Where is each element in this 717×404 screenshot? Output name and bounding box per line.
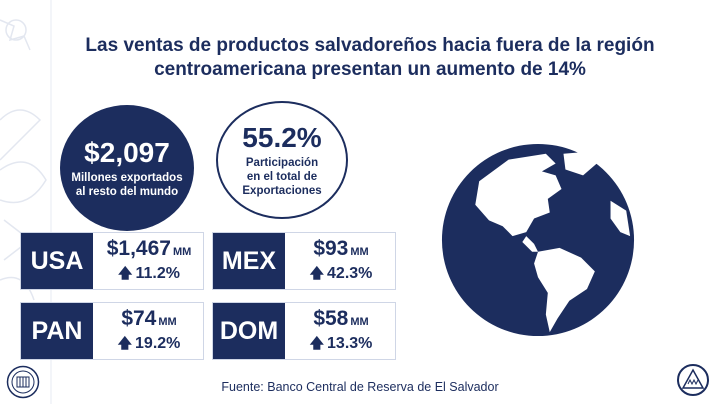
amount-unit: MM xyxy=(350,246,369,258)
total-exports-label: Millones exportados al resto del mundo xyxy=(71,171,182,199)
growth-value: 19.2% xyxy=(135,335,181,352)
country-card-mex: MEX $93 MM 🡅 42.3% xyxy=(212,232,396,290)
source-note: Fuente: Banco Central de Reserva de El S… xyxy=(221,380,499,394)
amount-value: $74 xyxy=(121,307,157,330)
amount-value: $58 xyxy=(313,307,349,330)
total-exports-value: $2,097 xyxy=(84,136,170,168)
total-exports-label-line-2: al resto del mundo xyxy=(75,185,179,198)
arrow-up-icon: 🡅 xyxy=(118,265,133,281)
growth-value: 13.3% xyxy=(327,335,373,352)
amount-unit: MM xyxy=(158,316,177,328)
page-title: Las ventas de productos salvadoreños hac… xyxy=(60,34,680,82)
country-amount: $58 MM xyxy=(287,307,395,334)
growth-value: 42.3% xyxy=(327,265,373,282)
amount-value: $1,467 xyxy=(106,237,171,260)
country-code: USA xyxy=(21,233,93,289)
country-growth: 🡅 42.3% xyxy=(287,263,395,284)
export-share-label-line-1: Participación xyxy=(245,156,319,169)
country-card-usa: USA $1,467 MM 🡅 11.2% xyxy=(20,232,204,290)
country-code: PAN xyxy=(21,303,93,359)
total-exports-label-line-1: Millones exportados xyxy=(71,171,183,184)
bcr-seal-icon xyxy=(6,365,40,399)
country-code: DOM xyxy=(213,303,285,359)
arrow-up-icon: 🡅 xyxy=(309,265,325,281)
export-share-label-line-3: Exportaciones xyxy=(242,184,322,197)
amount-value: $93 xyxy=(313,237,349,260)
el-salvador-coat-of-arms-icon xyxy=(677,364,709,396)
country-growth: 🡅 11.2% xyxy=(95,263,203,284)
country-growth: 🡅 19.2% xyxy=(95,333,203,354)
country-amount: $1,467 MM xyxy=(95,237,203,264)
arrow-up-icon: 🡅 xyxy=(117,335,133,351)
globe-icon xyxy=(441,143,635,337)
country-code: MEX xyxy=(213,233,285,289)
amount-unit: MM xyxy=(172,246,192,258)
country-amount: $74 MM xyxy=(95,307,203,334)
title-line-1: Las ventas de productos salvadoreños hac… xyxy=(85,35,655,56)
total-exports-circle: $2,097 Millones exportados al resto del … xyxy=(60,105,194,231)
export-share-label-line-2: en el total de xyxy=(246,170,318,183)
country-card-pan: PAN $74 MM 🡅 19.2% xyxy=(20,302,204,360)
export-share-label: Participación en el total de Exportacion… xyxy=(242,156,321,198)
export-share-value: 55.2% xyxy=(242,121,322,153)
export-share-circle: 55.2% Participación en el total de Expor… xyxy=(216,101,348,219)
growth-value: 11.2% xyxy=(135,265,180,282)
country-amount: $93 MM xyxy=(287,237,395,264)
title-line-2: centroamericana presentan un aumento de … xyxy=(154,59,586,80)
country-growth: 🡅 13.3% xyxy=(287,333,395,354)
amount-unit: MM xyxy=(350,316,369,328)
arrow-up-icon: 🡅 xyxy=(309,335,325,351)
country-card-dom: DOM $58 MM 🡅 13.3% xyxy=(212,302,396,360)
